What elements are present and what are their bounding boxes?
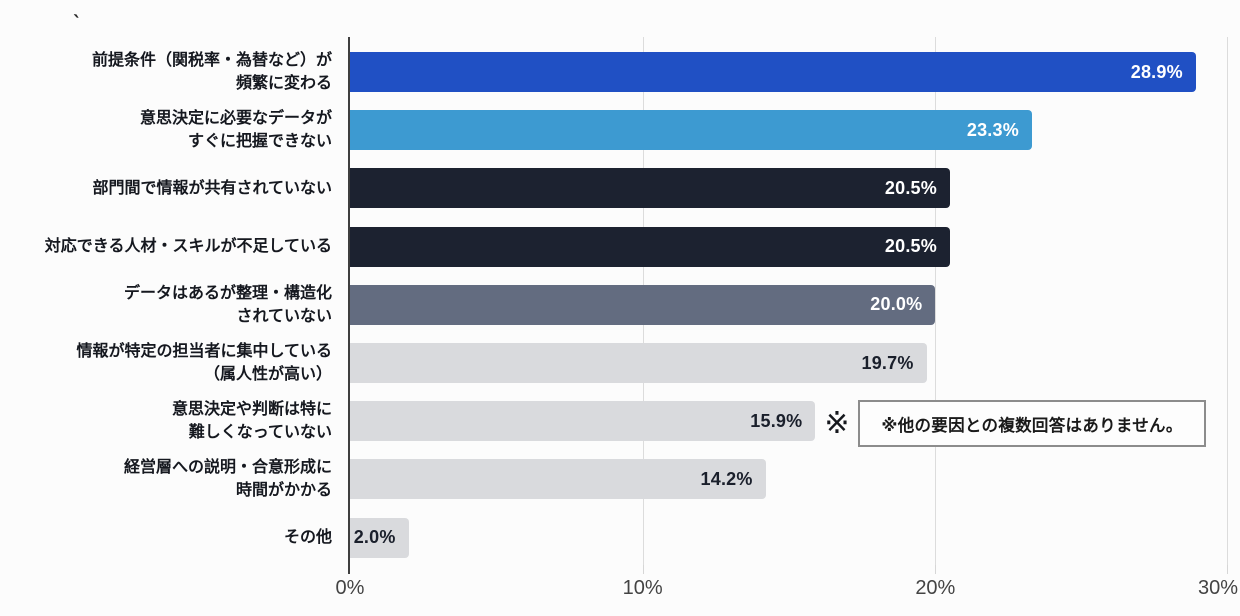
bar-2: 23.3%	[350, 110, 1032, 151]
bar-row: 14.2%	[350, 459, 1228, 500]
gridline-30%	[1227, 37, 1228, 565]
annotation-text: ※他の要因との複数回答はありません。	[881, 416, 1183, 435]
annotation-box: ※他の要因との複数回答はありません。	[858, 400, 1206, 447]
bar-3: 20.5%	[350, 168, 950, 209]
bar-row: 20.5%	[350, 226, 1228, 267]
bar-7: 15.9%	[350, 401, 816, 442]
value-label: 20.0%	[870, 294, 923, 315]
bar-row: 28.9%	[350, 52, 1228, 92]
category-label: データはあるが整理・構造化 されていない	[123, 284, 332, 325]
bar-4: 20.5%	[350, 226, 950, 267]
category-label: その他	[283, 529, 332, 547]
bar-6: 19.7%	[350, 343, 927, 383]
bar-8: 14.2%	[350, 459, 766, 500]
bar-row: 2.0%	[350, 517, 1228, 558]
tick-mark-20%	[935, 565, 937, 574]
reference-mark-icon: ※	[824, 407, 850, 441]
bar-row: 23.3%	[350, 110, 1228, 151]
x-axis-labels: 0% 10% 20% 30%	[0, 577, 1240, 603]
x-tick-label: 0%	[335, 577, 365, 599]
value-label: 2.0%	[353, 527, 396, 548]
value-label: 20.5%	[884, 236, 937, 257]
tick-mark-30%	[1227, 565, 1228, 574]
plot-area: 28.9% 23.3% 20.5% 20.5% 20.0% 19.7% 15.9% ※ 14.2…	[350, 37, 1228, 574]
value-label: 20.5%	[884, 177, 937, 198]
bar-row: 20.0%	[350, 284, 1228, 325]
bar-row: 20.5%	[350, 168, 1228, 209]
category-label: 対応できる人材・スキルが不足している	[44, 238, 332, 256]
bar-row: 19.7%	[350, 343, 1228, 383]
category-label: 経営層への説明・合意形成に 時間がかかる	[123, 459, 332, 500]
category-label: 意思決定に必要なデータが すぐに把握できない	[139, 110, 332, 151]
category-label: 情報が特定の担当者に集中している （属人性が高い）	[76, 343, 332, 383]
category-label: 部門間で情報が共有されていない	[92, 179, 332, 197]
x-tick-label: 10%	[622, 577, 663, 599]
bar-9: 2.0%	[350, 517, 409, 558]
value-label: 19.7%	[861, 352, 914, 373]
stray-mark: `	[70, 11, 81, 35]
value-label: 15.9%	[750, 410, 803, 431]
x-tick-label: 30%	[1197, 577, 1238, 599]
category-label: 前提条件（関税率・為替など）が 頻繁に変わる	[91, 52, 332, 92]
value-label: 28.9%	[1130, 61, 1183, 82]
tick-mark-10%	[642, 565, 644, 574]
bar-1: 28.9%	[350, 52, 1196, 92]
y-axis-line	[348, 37, 350, 574]
category-label: 意思決定や判断は特に 難しくなっていない	[171, 401, 332, 442]
bar-row: 15.9% ※	[350, 401, 1228, 442]
x-tick-label: 20%	[915, 577, 956, 599]
value-label: 23.3%	[966, 119, 1019, 140]
bar-5: 20.0%	[350, 284, 936, 325]
category-labels: 前提条件（関税率・為替など）が 頻繁に変わる意思決定に必要なデータが すぐに把握でき…	[0, 37, 340, 565]
value-label: 14.2%	[700, 468, 753, 489]
gridline-20%	[935, 37, 937, 565]
